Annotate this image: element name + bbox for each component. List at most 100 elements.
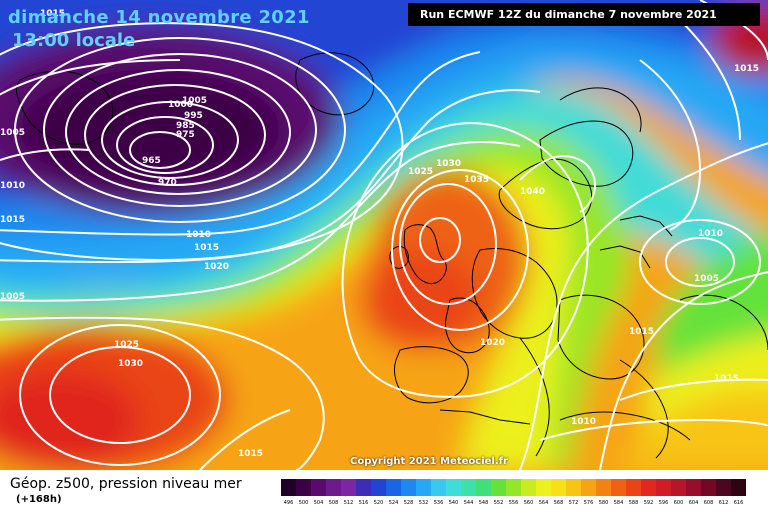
color-scale-cell <box>701 479 716 496</box>
isobar-label: 1005 <box>694 274 719 284</box>
isobar-label: 970 <box>158 178 177 188</box>
color-scale-tick: 516 <box>358 500 369 506</box>
color-scale-tick: 524 <box>388 500 399 506</box>
isobar-label: 1025 <box>408 167 433 177</box>
color-scale-tick: 504 <box>313 500 324 506</box>
isobar-label: 1005 <box>182 96 207 106</box>
copyright-text: Copyright 2021 Meteociel.fr <box>350 456 508 467</box>
isobar-label: 1030 <box>436 159 461 169</box>
isobar-lines <box>0 0 768 470</box>
legend-subtitle: (+168h) <box>16 494 62 505</box>
isobar-label: 1035 <box>464 175 489 185</box>
map-canvas: 1015 1005 1010 1015 1005 1000 1005 995 9… <box>0 0 768 470</box>
color-scale-tick: 540 <box>448 500 459 506</box>
forecast-time: 13:00 locale <box>12 30 136 51</box>
run-info-banner: Run ECMWF 12Z du dimanche 7 novembre 202… <box>408 3 760 26</box>
color-scale-cell <box>341 479 356 496</box>
legend-footer: Géop. z500, pression niveau mer (+168h) … <box>0 470 768 512</box>
isobar-label: 1020 <box>204 262 229 272</box>
color-scale-tick: 552 <box>493 500 504 506</box>
isobar-label: 1015 <box>714 374 739 384</box>
color-scale-tick: 564 <box>538 500 549 506</box>
color-scale <box>281 479 746 496</box>
color-scale-cell <box>446 479 461 496</box>
color-scale-cell <box>671 479 686 496</box>
color-scale-tick: 496 <box>283 500 294 506</box>
color-scale-tick: 520 <box>373 500 384 506</box>
color-scale-cell <box>326 479 341 496</box>
isobar-label: 1015 <box>238 449 263 459</box>
color-scale-cell <box>476 479 491 496</box>
color-scale-tick: 596 <box>658 500 669 506</box>
color-scale-cell <box>281 479 296 496</box>
color-scale-cell <box>311 479 326 496</box>
color-scale-tick: 528 <box>403 500 414 506</box>
isobar-label: 1015 <box>40 9 65 19</box>
isobar-label: 1010 <box>0 181 25 191</box>
color-scale-cell <box>626 479 641 496</box>
color-scale-tick: 580 <box>598 500 609 506</box>
color-scale-cell <box>431 479 446 496</box>
coastlines <box>16 52 768 459</box>
color-scale-tick: 536 <box>433 500 444 506</box>
color-scale-cell <box>656 479 671 496</box>
isobar-label: 1005 <box>0 128 25 138</box>
color-scale-cell <box>386 479 401 496</box>
color-scale-tick: 556 <box>508 500 519 506</box>
color-scale-cell <box>551 479 566 496</box>
color-scale-tick: 532 <box>418 500 429 506</box>
isobar-label: 1010 <box>186 230 211 240</box>
color-scale-tick: 512 <box>343 500 354 506</box>
color-scale-cell <box>506 479 521 496</box>
isobar-labels: 1015 1005 1010 1015 1005 1000 1005 995 9… <box>0 9 759 459</box>
geopotential-field <box>0 0 768 470</box>
isobar-label: 1015 <box>734 64 759 74</box>
isobar-label: 995 <box>184 111 203 121</box>
isobar-label: 985 <box>176 121 195 131</box>
color-scale-tick: 572 <box>568 500 579 506</box>
isobar-label: 965 <box>142 156 161 166</box>
color-scale-cell <box>611 479 626 496</box>
isobar-label: 1005 <box>0 292 25 302</box>
isobar-label: 1025 <box>114 340 139 350</box>
color-scale-tick: 544 <box>463 500 474 506</box>
isobar-label: 1010 <box>698 229 723 239</box>
color-scale-cell <box>566 479 581 496</box>
color-scale-tick: 568 <box>553 500 564 506</box>
color-scale-cell <box>416 479 431 496</box>
isobar-label: 1030 <box>118 359 143 369</box>
isobar-label: 1015 <box>0 215 25 225</box>
isobar-label: 1020 <box>480 338 505 348</box>
color-scale-cell <box>536 479 551 496</box>
color-scale-tick: 592 <box>643 500 654 506</box>
isobar-label: 1015 <box>629 327 654 337</box>
color-scale-tick: 604 <box>688 500 699 506</box>
isobar-label: 1015 <box>194 243 219 253</box>
color-scale-tick: 616 <box>733 500 744 506</box>
color-scale-tick: 508 <box>328 500 339 506</box>
color-scale-cell <box>371 479 386 496</box>
color-scale-tick: 608 <box>703 500 714 506</box>
color-scale-cell <box>581 479 596 496</box>
color-scale-tick: 588 <box>628 500 639 506</box>
isobar-label: 1010 <box>571 417 596 427</box>
weather-map: 1015 1005 1010 1015 1005 1000 1005 995 9… <box>0 0 768 470</box>
color-scale-tick: 584 <box>613 500 624 506</box>
color-scale-cell <box>641 479 656 496</box>
color-scale-cell <box>686 479 701 496</box>
color-scale-cell <box>296 479 311 496</box>
color-scale-tick: 560 <box>523 500 534 506</box>
color-scale-tick: 612 <box>718 500 729 506</box>
isobar-label: 1040 <box>520 187 545 197</box>
color-scale-cell <box>596 479 611 496</box>
forecast-date: dimanche 14 novembre 2021 <box>8 7 310 28</box>
legend-title: Géop. z500, pression niveau mer <box>10 476 242 492</box>
color-scale-tick: 500 <box>298 500 309 506</box>
isobar-label: 975 <box>176 130 195 140</box>
color-scale-tick: 548 <box>478 500 489 506</box>
isobar-label: 1000 <box>168 100 193 110</box>
color-scale-cell <box>521 479 536 496</box>
color-scale-tick: 576 <box>583 500 594 506</box>
color-scale-cell <box>356 479 371 496</box>
color-scale-cell <box>461 479 476 496</box>
